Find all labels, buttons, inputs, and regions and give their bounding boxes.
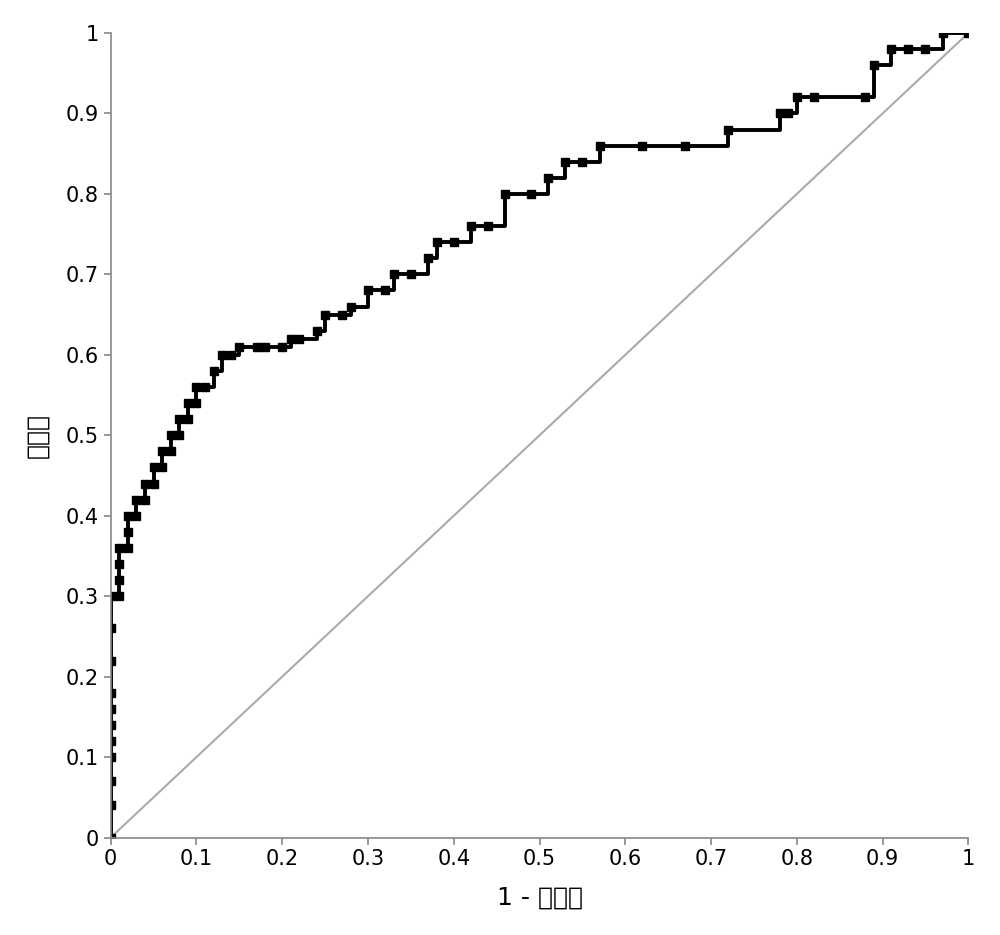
- Y-axis label: 灵敏度: 灵敏度: [25, 412, 49, 458]
- X-axis label: 1 - 特异性: 1 - 特异性: [497, 886, 583, 910]
